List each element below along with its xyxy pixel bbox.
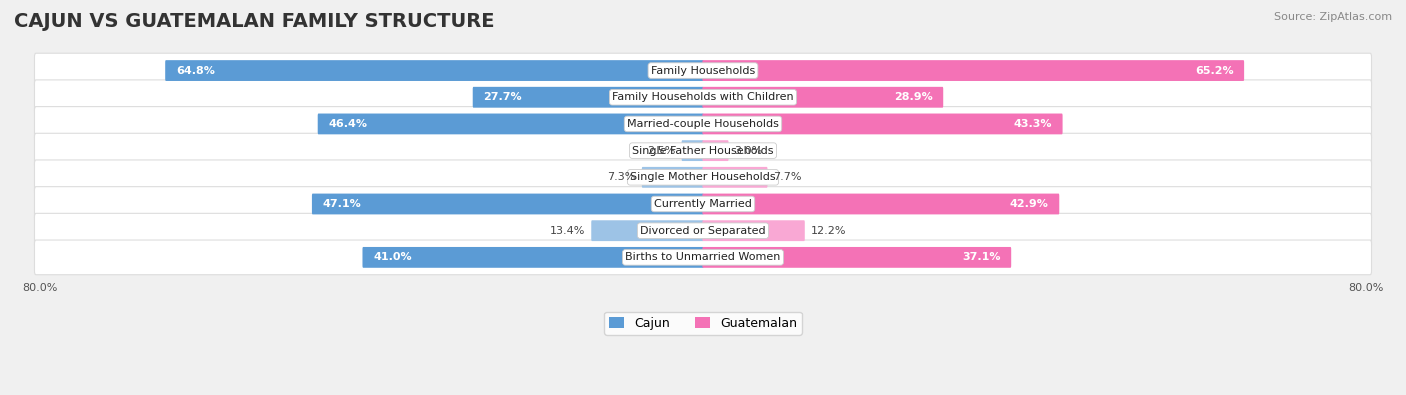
FancyBboxPatch shape [592, 220, 703, 241]
FancyBboxPatch shape [682, 140, 703, 161]
FancyBboxPatch shape [641, 167, 703, 188]
Text: 65.2%: 65.2% [1195, 66, 1233, 75]
Text: Births to Unmarried Women: Births to Unmarried Women [626, 252, 780, 262]
FancyBboxPatch shape [703, 60, 1244, 81]
FancyBboxPatch shape [363, 247, 703, 268]
Text: Single Mother Households: Single Mother Households [630, 172, 776, 182]
FancyBboxPatch shape [472, 87, 703, 108]
FancyBboxPatch shape [35, 53, 1371, 88]
Text: 64.8%: 64.8% [176, 66, 215, 75]
Text: 46.4%: 46.4% [329, 119, 367, 129]
Text: 3.0%: 3.0% [734, 146, 762, 156]
Text: 42.9%: 42.9% [1010, 199, 1049, 209]
Text: 43.3%: 43.3% [1014, 119, 1052, 129]
FancyBboxPatch shape [312, 194, 703, 214]
FancyBboxPatch shape [35, 107, 1371, 141]
Text: 13.4%: 13.4% [550, 226, 585, 236]
FancyBboxPatch shape [35, 187, 1371, 221]
Legend: Cajun, Guatemalan: Cajun, Guatemalan [605, 312, 801, 335]
Text: Source: ZipAtlas.com: Source: ZipAtlas.com [1274, 12, 1392, 22]
FancyBboxPatch shape [703, 220, 804, 241]
FancyBboxPatch shape [35, 160, 1371, 195]
FancyBboxPatch shape [165, 60, 703, 81]
Text: 7.3%: 7.3% [607, 172, 636, 182]
Text: Family Households with Children: Family Households with Children [612, 92, 794, 102]
FancyBboxPatch shape [703, 140, 728, 161]
FancyBboxPatch shape [703, 87, 943, 108]
FancyBboxPatch shape [35, 80, 1371, 115]
FancyBboxPatch shape [703, 167, 768, 188]
Text: Currently Married: Currently Married [654, 199, 752, 209]
FancyBboxPatch shape [35, 213, 1371, 248]
FancyBboxPatch shape [35, 133, 1371, 168]
Text: 2.5%: 2.5% [647, 146, 676, 156]
FancyBboxPatch shape [703, 247, 1011, 268]
Text: Married-couple Households: Married-couple Households [627, 119, 779, 129]
Text: 27.7%: 27.7% [484, 92, 522, 102]
FancyBboxPatch shape [703, 194, 1059, 214]
Text: 7.7%: 7.7% [773, 172, 801, 182]
Text: Single Father Households: Single Father Households [633, 146, 773, 156]
Text: 47.1%: 47.1% [322, 199, 361, 209]
Text: Family Households: Family Households [651, 66, 755, 75]
FancyBboxPatch shape [703, 113, 1063, 134]
FancyBboxPatch shape [35, 240, 1371, 275]
FancyBboxPatch shape [318, 113, 703, 134]
Text: Divorced or Separated: Divorced or Separated [640, 226, 766, 236]
Text: 12.2%: 12.2% [811, 226, 846, 236]
Text: CAJUN VS GUATEMALAN FAMILY STRUCTURE: CAJUN VS GUATEMALAN FAMILY STRUCTURE [14, 12, 495, 31]
Text: 28.9%: 28.9% [894, 92, 932, 102]
Text: 37.1%: 37.1% [962, 252, 1001, 262]
Text: 41.0%: 41.0% [373, 252, 412, 262]
